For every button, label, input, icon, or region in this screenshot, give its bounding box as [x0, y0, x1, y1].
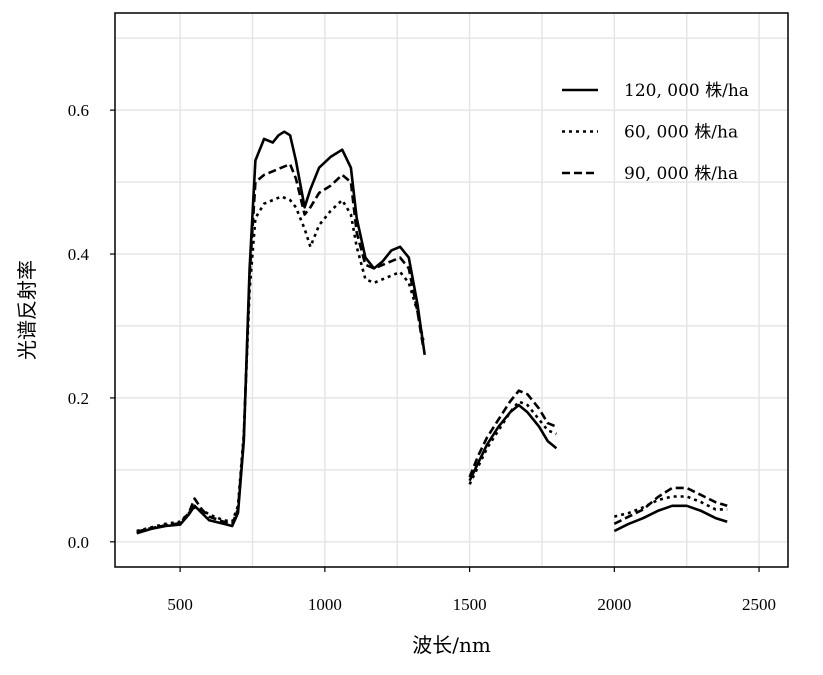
- legend: 120, 000 株/ha 60, 000 株/ha 90, 000 株/ha: [562, 81, 749, 184]
- x-tick-label: 2500: [742, 595, 776, 614]
- series-line-segment: [468, 400, 557, 485]
- legend-label: 120, 000 株/ha: [624, 81, 749, 101]
- series-line-segment: [468, 389, 557, 478]
- y-tick-label: 0.4: [68, 245, 90, 264]
- x-tick-label: 500: [167, 595, 193, 614]
- x-tick-label: 1500: [453, 595, 487, 614]
- y-tick-label: 0.0: [68, 533, 89, 552]
- axis-ticks: 500 1000 1500 2000 2500 0.0 0.2 0.4 0.6: [68, 101, 776, 614]
- y-tick-label: 0.2: [68, 389, 89, 408]
- x-axis-title: 波长/nm: [412, 633, 491, 657]
- series-1: [136, 130, 728, 535]
- x-tick-label: 1000: [308, 595, 342, 614]
- legend-label: 60, 000 株/ha: [624, 123, 738, 143]
- series-lines: [136, 130, 728, 535]
- series-line-segment: [613, 504, 728, 533]
- series-line-segment: [136, 162, 425, 533]
- series-2: [136, 195, 728, 533]
- y-axis-title: 光谱反射率: [15, 260, 39, 360]
- y-tick-label: 0.6: [68, 101, 89, 120]
- series-line-segment: [613, 486, 728, 525]
- series-line-segment: [136, 130, 426, 535]
- series-line-segment: [468, 403, 558, 482]
- series-3: [136, 162, 728, 533]
- plot-frame: [114, 12, 789, 568]
- x-tick-label: 2000: [597, 595, 631, 614]
- grid: [115, 13, 788, 567]
- legend-label: 90, 000 株/ha: [624, 164, 738, 184]
